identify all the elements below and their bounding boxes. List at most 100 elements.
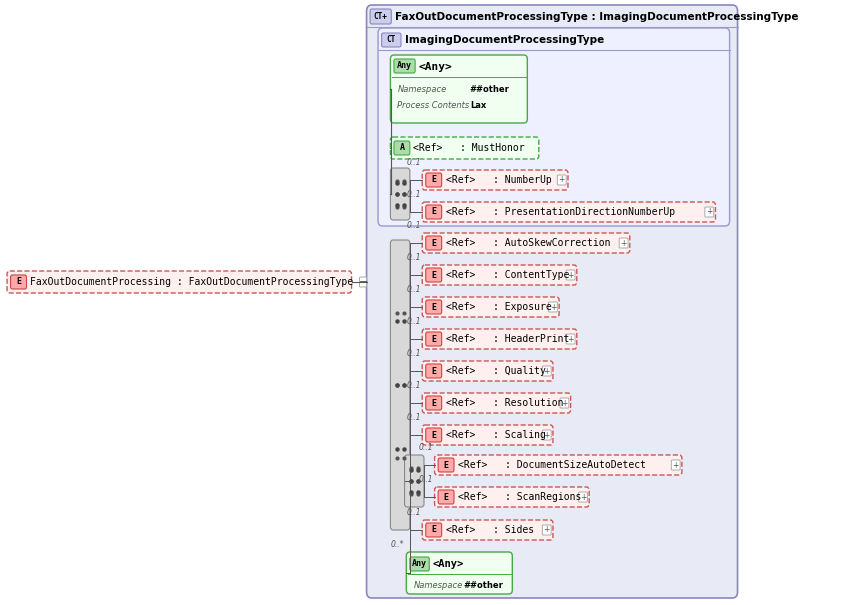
Text: +: + — [550, 302, 556, 312]
FancyBboxPatch shape — [426, 268, 442, 282]
Text: E: E — [431, 399, 436, 408]
Text: ImagingDocumentProcessingType: ImagingDocumentProcessingType — [405, 35, 604, 45]
FancyBboxPatch shape — [390, 168, 410, 220]
FancyBboxPatch shape — [422, 425, 553, 445]
Text: <Any>: <Any> — [433, 559, 464, 569]
Text: Namespace: Namespace — [398, 85, 447, 94]
Text: Namespace: Namespace — [414, 581, 463, 590]
Text: 0..1: 0..1 — [406, 317, 420, 326]
FancyBboxPatch shape — [406, 552, 512, 594]
FancyBboxPatch shape — [438, 490, 454, 504]
FancyBboxPatch shape — [619, 238, 628, 248]
FancyBboxPatch shape — [7, 271, 352, 293]
FancyBboxPatch shape — [705, 207, 714, 217]
FancyBboxPatch shape — [542, 430, 551, 440]
FancyBboxPatch shape — [579, 492, 587, 502]
FancyBboxPatch shape — [390, 137, 539, 159]
Text: 0..1: 0..1 — [406, 381, 420, 390]
Text: 0..1: 0..1 — [406, 190, 420, 199]
Text: FaxOutDocumentProcessing : FaxOutDocumentProcessingType: FaxOutDocumentProcessing : FaxOutDocumen… — [30, 277, 353, 287]
FancyBboxPatch shape — [405, 455, 424, 507]
FancyBboxPatch shape — [367, 5, 738, 598]
FancyBboxPatch shape — [435, 487, 590, 507]
FancyBboxPatch shape — [426, 364, 442, 378]
Text: +: + — [558, 175, 565, 185]
Text: E: E — [431, 302, 436, 312]
Text: E: E — [431, 367, 436, 376]
FancyBboxPatch shape — [435, 455, 682, 475]
Text: CT+: CT+ — [373, 12, 388, 21]
FancyBboxPatch shape — [566, 334, 575, 344]
FancyBboxPatch shape — [426, 300, 442, 314]
FancyBboxPatch shape — [422, 297, 559, 317]
Text: <Ref>   : Quality: <Ref> : Quality — [446, 366, 546, 376]
FancyBboxPatch shape — [422, 233, 630, 253]
Text: <Ref>   : ScanRegions: <Ref> : ScanRegions — [458, 492, 582, 502]
FancyBboxPatch shape — [422, 170, 568, 190]
Text: E: E — [431, 270, 436, 280]
Text: E: E — [443, 492, 448, 502]
Text: 0..*: 0..* — [390, 540, 404, 549]
Text: <Ref>   : Scaling: <Ref> : Scaling — [446, 430, 546, 440]
FancyBboxPatch shape — [438, 458, 454, 472]
Text: +: + — [568, 335, 574, 344]
FancyBboxPatch shape — [426, 523, 442, 537]
Text: CT: CT — [387, 36, 396, 45]
Text: −: − — [358, 277, 368, 287]
Text: <Any>: <Any> — [419, 62, 452, 72]
FancyBboxPatch shape — [671, 460, 680, 470]
Text: ##other: ##other — [463, 581, 504, 590]
Text: Any: Any — [412, 560, 427, 569]
Text: <Ref>   : HeaderPrint: <Ref> : HeaderPrint — [446, 334, 569, 344]
Text: <Ref>   : PresentationDirectionNumberUp: <Ref> : PresentationDirectionNumberUp — [446, 207, 675, 217]
Text: <Ref>   : MustHonor: <Ref> : MustHonor — [414, 143, 525, 153]
Text: E: E — [431, 208, 436, 217]
Text: 0..1: 0..1 — [406, 349, 420, 358]
Text: E: E — [443, 460, 448, 469]
FancyBboxPatch shape — [542, 366, 551, 376]
Text: <Ref>   : Exposure: <Ref> : Exposure — [446, 302, 552, 312]
Text: Process Contents: Process Contents — [398, 100, 470, 110]
FancyBboxPatch shape — [422, 361, 553, 381]
Text: +: + — [706, 208, 712, 217]
Text: E: E — [431, 526, 436, 534]
Text: A: A — [399, 143, 405, 152]
FancyBboxPatch shape — [426, 236, 442, 250]
FancyBboxPatch shape — [422, 265, 577, 285]
Text: 0..1: 0..1 — [406, 253, 420, 262]
Text: +: + — [621, 238, 627, 247]
Text: 0..1: 0..1 — [406, 413, 420, 422]
Text: Any: Any — [397, 62, 412, 71]
Text: +: + — [543, 367, 550, 376]
FancyBboxPatch shape — [560, 398, 569, 408]
Text: E: E — [16, 278, 21, 287]
FancyBboxPatch shape — [558, 175, 566, 185]
FancyBboxPatch shape — [566, 270, 575, 280]
FancyBboxPatch shape — [378, 28, 730, 226]
FancyBboxPatch shape — [422, 393, 570, 413]
FancyBboxPatch shape — [422, 202, 716, 222]
FancyBboxPatch shape — [359, 277, 367, 287]
FancyBboxPatch shape — [394, 59, 415, 73]
Text: 0..1: 0..1 — [406, 158, 420, 167]
FancyBboxPatch shape — [548, 302, 558, 312]
Text: E: E — [431, 175, 436, 185]
Text: +: + — [579, 492, 586, 502]
FancyBboxPatch shape — [422, 329, 577, 349]
FancyBboxPatch shape — [390, 240, 410, 530]
Text: +: + — [568, 270, 574, 280]
FancyBboxPatch shape — [542, 525, 551, 535]
Text: ##other: ##other — [470, 85, 510, 94]
FancyBboxPatch shape — [382, 33, 401, 47]
Text: <Ref>   : AutoSkewCorrection: <Ref> : AutoSkewCorrection — [446, 238, 611, 248]
Text: <Ref>   : ContentType: <Ref> : ContentType — [446, 270, 569, 280]
Text: E: E — [431, 335, 436, 344]
Text: +: + — [673, 460, 679, 469]
Text: E: E — [431, 238, 436, 247]
Text: 0..1: 0..1 — [406, 221, 420, 230]
FancyBboxPatch shape — [426, 396, 442, 410]
Text: E: E — [431, 431, 436, 439]
FancyBboxPatch shape — [426, 205, 442, 219]
Text: <Ref>   : NumberUp: <Ref> : NumberUp — [446, 175, 552, 185]
Text: +: + — [543, 526, 550, 534]
